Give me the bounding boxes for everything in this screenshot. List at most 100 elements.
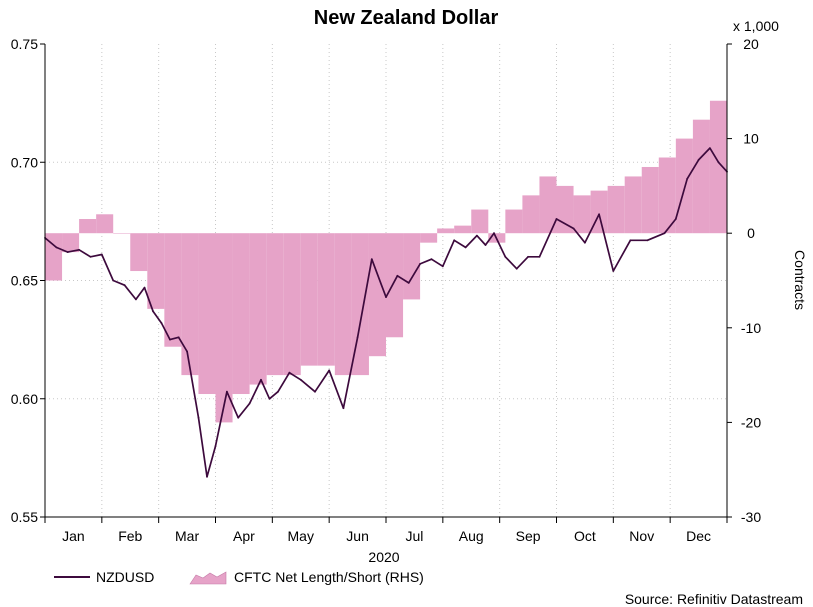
legend-area-swatch	[189, 571, 227, 585]
area-step	[692, 119, 710, 234]
line-point	[504, 255, 507, 258]
line-point	[89, 255, 92, 258]
area-step	[403, 233, 421, 300]
area-step	[607, 185, 625, 234]
line-point	[629, 239, 632, 242]
area-step	[79, 219, 97, 234]
area-step	[437, 228, 455, 234]
month-label: Mar	[175, 528, 199, 544]
left-axis: 0.55 0.60 0.65 0.70 0.75	[11, 36, 45, 525]
area-step	[300, 233, 318, 366]
area-step	[266, 233, 284, 376]
line-point	[441, 265, 444, 268]
line-point	[598, 213, 600, 216]
line-point	[135, 298, 137, 301]
left-tick-label: 0.75	[11, 36, 38, 52]
right-axis: -30 -20 -10 0 10 20	[727, 36, 761, 525]
right-tick-label: 0	[747, 225, 755, 241]
line-point	[709, 147, 711, 150]
line-point	[663, 232, 666, 235]
line-point	[484, 244, 487, 246]
line-point	[612, 270, 615, 272]
line-point	[328, 369, 331, 372]
line-point	[515, 267, 518, 270]
left-tick-label: 0.60	[11, 391, 38, 407]
line-point	[100, 253, 103, 256]
right-tick-label: 10	[743, 131, 759, 147]
line-point	[396, 274, 399, 277]
line-point	[214, 445, 217, 447]
area-step	[283, 233, 301, 376]
area-step	[181, 233, 199, 376]
legend-label-area: CFTC Net Length/Short (RHS)	[234, 569, 424, 585]
area-step	[62, 233, 80, 253]
month-label: Apr	[233, 528, 255, 544]
area-step	[45, 233, 63, 281]
area-step	[624, 176, 642, 234]
line-point	[143, 286, 146, 289]
line-point	[186, 350, 189, 353]
line-point	[177, 336, 180, 339]
month-label: Feb	[118, 528, 142, 544]
line-series-group	[44, 147, 728, 478]
area-step	[164, 233, 182, 347]
line-point	[197, 416, 200, 419]
line-point	[226, 390, 228, 393]
area-step	[368, 233, 386, 357]
area-step	[232, 233, 250, 395]
area-step	[471, 209, 489, 234]
line-point	[123, 284, 126, 287]
area-step	[709, 100, 727, 234]
line-point	[686, 177, 689, 180]
line-point	[464, 246, 467, 249]
area-step	[539, 176, 557, 234]
left-tick-label: 0.65	[11, 273, 38, 289]
line-point	[717, 161, 720, 164]
area-step	[386, 233, 404, 338]
area-step	[113, 233, 131, 234]
nzdusd-line	[44, 147, 728, 478]
month-label: Aug	[459, 528, 484, 544]
line-point	[277, 390, 279, 393]
line-point	[288, 371, 291, 374]
line-point	[268, 397, 271, 400]
line-point	[419, 263, 421, 265]
month-label: Sep	[516, 528, 541, 544]
area-step	[522, 195, 540, 234]
month-label: Jun	[346, 528, 369, 544]
line-point	[152, 310, 154, 313]
line-point	[407, 282, 410, 284]
area-step	[573, 195, 591, 234]
month-label: Jan	[62, 528, 85, 544]
right-tick-label: -10	[741, 320, 761, 336]
left-tick-label: 0.70	[11, 154, 38, 170]
line-point	[674, 218, 677, 220]
month-label: Jul	[405, 528, 423, 544]
left-tick-label: 0.55	[11, 509, 38, 525]
line-point	[538, 255, 541, 258]
month-label: Nov	[629, 528, 654, 544]
right-axis-multiplier: x 1,000	[733, 18, 779, 34]
month-label: Dec	[686, 528, 711, 544]
line-point	[160, 322, 163, 324]
line-point	[237, 416, 240, 419]
line-point	[206, 475, 208, 478]
area-step	[317, 233, 335, 366]
line-point	[385, 296, 387, 298]
area-step	[505, 209, 523, 234]
right-axis-label: Contracts	[792, 250, 808, 310]
right-tick-label: -20	[741, 414, 761, 430]
area-step	[96, 214, 114, 234]
chart-title: New Zealand Dollar	[314, 7, 499, 29]
line-point	[66, 251, 69, 254]
month-label: Oct	[574, 528, 596, 544]
line-point	[356, 336, 359, 339]
area-step	[658, 157, 676, 234]
area-series-group	[45, 100, 727, 423]
line-point	[78, 248, 80, 251]
line-point	[370, 258, 373, 261]
line-point	[342, 407, 345, 410]
area-step	[130, 233, 148, 272]
line-point	[55, 246, 58, 249]
